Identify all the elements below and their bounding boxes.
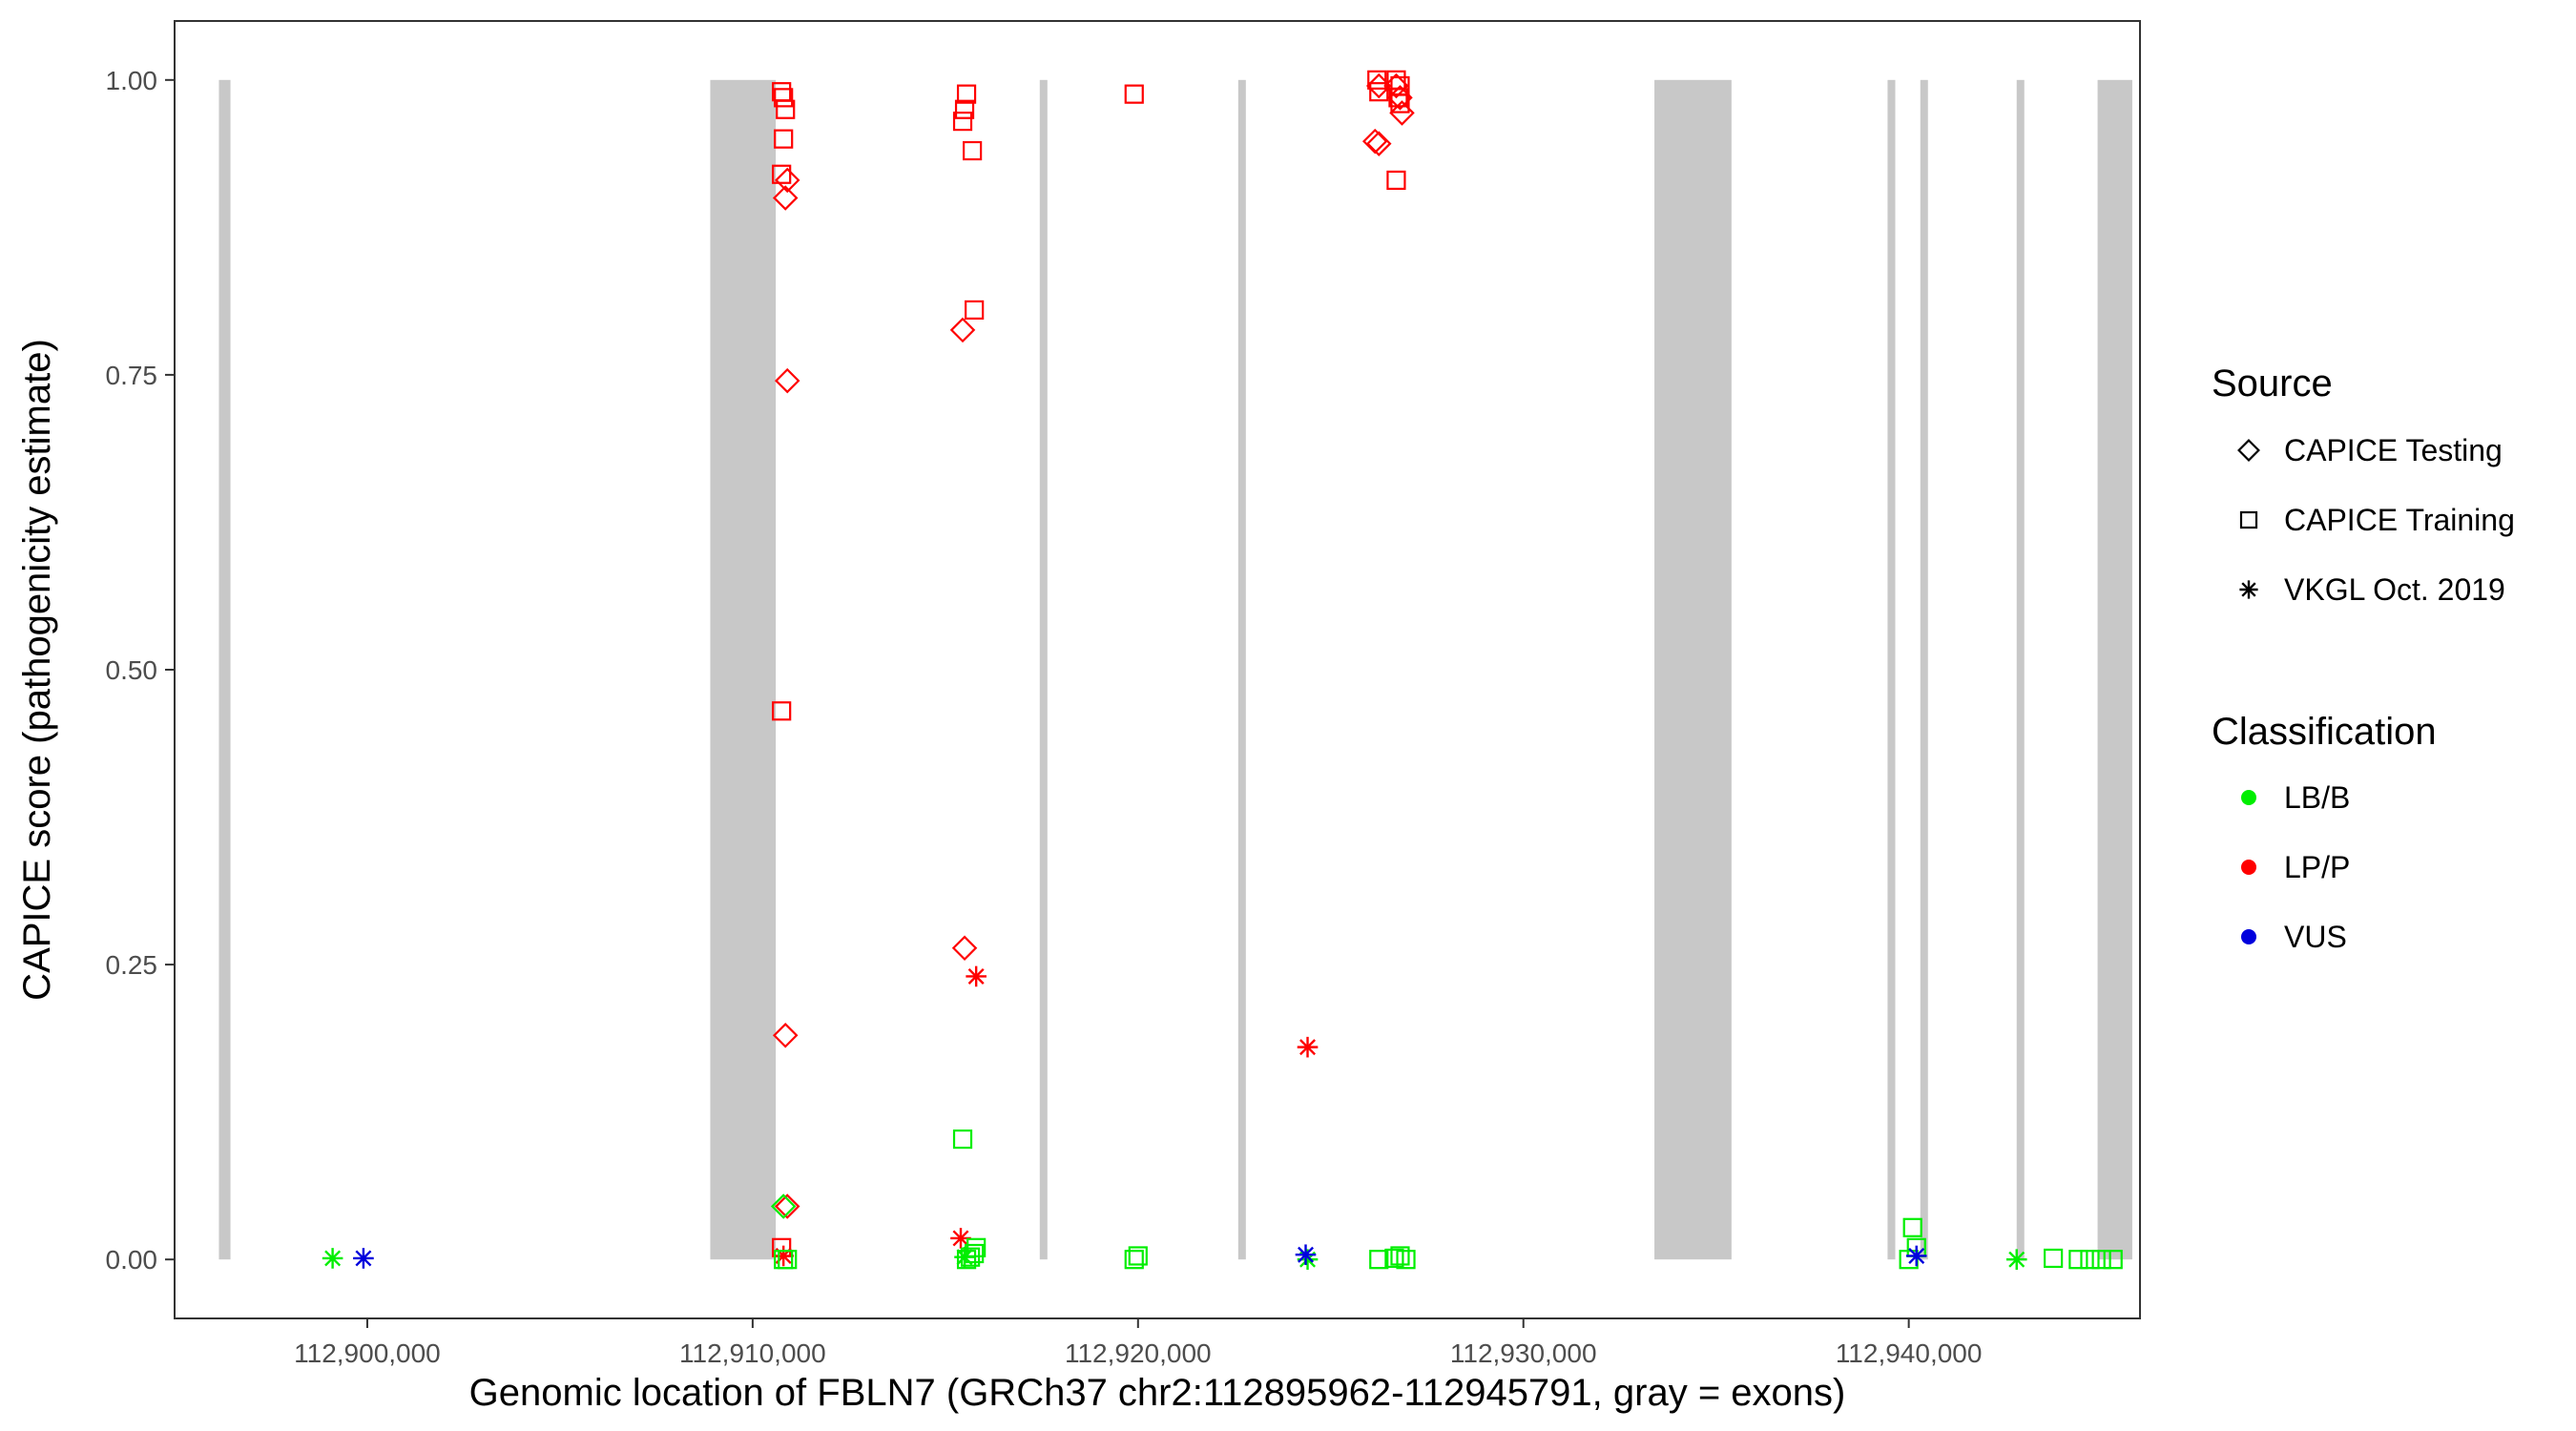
data-point	[2068, 1250, 2088, 1270]
data-point	[778, 1250, 798, 1270]
data-point	[770, 1193, 797, 1219]
y-tick-label: 0.50	[106, 655, 158, 685]
data-point	[2103, 1250, 2123, 1270]
legend-source-label: VKGL Oct. 2019	[2284, 572, 2505, 607]
data-point	[950, 1228, 971, 1249]
exon-band-3	[1039, 79, 1048, 1260]
legend-classification-key	[2241, 929, 2256, 944]
y-tick-label: 0.25	[106, 950, 158, 980]
legend-source-label: CAPICE Testing	[2284, 433, 2503, 467]
data-point	[954, 99, 975, 119]
legend-classification-key	[2241, 860, 2256, 875]
legend-classification-title: Classification	[2212, 711, 2437, 753]
data-point	[772, 164, 792, 184]
data-point	[2044, 1248, 2064, 1269]
x-tick-label: 112,910,000	[679, 1338, 826, 1368]
data-point	[1369, 82, 1389, 102]
legend: Source CAPICE Testing CAPICE Training VKGL …	[2212, 363, 2515, 954]
data-point	[1361, 128, 1388, 155]
y-tick-label: 0.75	[106, 361, 158, 390]
data-point	[772, 1023, 799, 1048]
data-point	[1124, 84, 1144, 104]
x-tick-label: 112,920,000	[1065, 1338, 1212, 1368]
legend-source-key-asterisk	[2239, 580, 2258, 599]
data-point	[774, 1193, 800, 1219]
exon-band-9	[2097, 79, 2132, 1260]
data-point	[1386, 170, 1406, 191]
exon-band-1	[218, 79, 231, 1260]
exon-band-7	[1920, 79, 1928, 1260]
data-point	[1297, 1036, 1319, 1058]
exon-band-6	[1887, 79, 1896, 1260]
data-point	[322, 1248, 343, 1269]
data-point	[2005, 1249, 2027, 1270]
legend-classification-label: LP/P	[2284, 850, 2350, 884]
x-tick-label: 112,900,000	[294, 1338, 441, 1368]
data-point	[952, 111, 973, 132]
data-point	[2091, 1250, 2111, 1270]
exon-band-4	[1237, 79, 1246, 1260]
data-point	[956, 84, 977, 104]
data-point	[1905, 1245, 1927, 1267]
data-point	[1365, 131, 1392, 156]
legend-classification-label: LB/B	[2284, 780, 2350, 815]
data-point	[949, 317, 976, 343]
legend-source-label: CAPICE Training	[2284, 503, 2515, 537]
data-points	[322, 70, 2123, 1270]
data-point	[776, 99, 796, 119]
data-point	[966, 1237, 987, 1257]
legend-source-key-square	[2239, 510, 2258, 529]
data-point	[1390, 93, 1410, 114]
data-point	[1902, 1217, 1922, 1237]
data-point	[1384, 1248, 1404, 1269]
plot-panel-border	[174, 20, 2141, 1319]
y-axis-title: CAPICE score (pathogenicity estimate)	[16, 339, 58, 1001]
data-point	[774, 167, 800, 194]
data-point	[1387, 85, 1413, 111]
data-point	[773, 1245, 794, 1267]
data-point	[1383, 73, 1409, 99]
data-point	[1295, 1244, 1317, 1266]
exon-bands	[218, 79, 2132, 1260]
data-point	[1389, 100, 1415, 126]
axes: 112,900,000 112,910,000 112,920,000 112,930…	[106, 66, 1983, 1368]
data-point	[774, 88, 794, 108]
exon-band-5	[1654, 79, 1732, 1260]
data-point	[772, 701, 792, 721]
exon-band-8	[2016, 79, 2025, 1260]
data-point	[952, 1129, 973, 1150]
legend-source-key-diamond	[2237, 439, 2260, 462]
data-point	[966, 965, 987, 987]
x-axis-title: Genomic location of FBLN7 (GRCh37 chr2:1…	[469, 1372, 1846, 1414]
data-point	[954, 1246, 975, 1268]
data-point	[965, 300, 985, 321]
x-tick-label: 112,940,000	[1836, 1338, 1983, 1368]
data-point	[772, 185, 799, 211]
data-point	[963, 140, 983, 161]
data-point	[774, 129, 794, 149]
y-tick-label: 1.00	[106, 66, 158, 95]
exon-band-2	[710, 79, 777, 1260]
data-point	[774, 367, 800, 394]
data-point	[951, 935, 978, 962]
data-point	[1128, 1246, 1148, 1266]
legend-source-title: Source	[2212, 363, 2333, 404]
data-point	[2080, 1250, 2100, 1270]
legend-classification-label: VUS	[2284, 920, 2347, 954]
data-point	[1390, 1246, 1410, 1266]
data-point	[1124, 1250, 1144, 1270]
data-point	[353, 1248, 374, 1269]
data-point	[1365, 73, 1392, 99]
x-tick-label: 112,930,000	[1450, 1338, 1597, 1368]
legend-classification-key	[2241, 790, 2256, 805]
data-point	[1396, 1250, 1416, 1270]
y-tick-label: 0.00	[106, 1245, 158, 1275]
data-point	[1369, 1250, 1389, 1270]
